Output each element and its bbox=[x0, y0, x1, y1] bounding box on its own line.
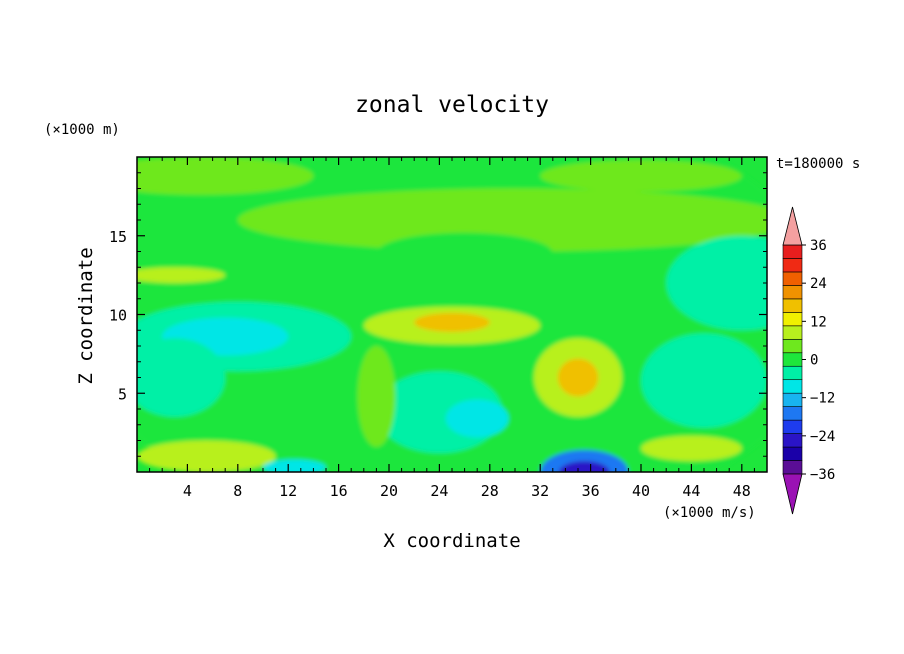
x-tick-label: 44 bbox=[682, 482, 700, 500]
x-tick-label: 40 bbox=[632, 482, 650, 500]
colorbar-segment bbox=[782, 285, 803, 300]
field-region-21 bbox=[559, 460, 610, 472]
colorbar-tick-label: 0 bbox=[810, 353, 818, 369]
field-region-1 bbox=[237, 188, 767, 252]
colorbar-under-arrow bbox=[782, 473, 803, 515]
x-tick-label: 48 bbox=[733, 482, 751, 500]
colorbar-segment bbox=[782, 446, 803, 461]
x-tick-label: 12 bbox=[279, 482, 297, 500]
y-axis-units: (×1000 m) bbox=[44, 122, 120, 138]
colorbar-segment bbox=[782, 392, 803, 407]
x-tick-label: 16 bbox=[330, 482, 348, 500]
x-axis-label: X coordinate bbox=[383, 530, 520, 552]
y-tick-label: 5 bbox=[118, 385, 127, 403]
field-region-11 bbox=[666, 235, 767, 331]
x-axis-ticks: 4 8 12 16 20 24 28 32 36 40 44 48 bbox=[149, 157, 755, 500]
colorbar-tick-label: 12 bbox=[810, 314, 827, 330]
colorbar-segment bbox=[782, 352, 803, 367]
colorbar-segment bbox=[782, 433, 803, 448]
colorbar-segment bbox=[782, 365, 803, 381]
field-region-17 bbox=[137, 440, 276, 472]
x-tick-label: 32 bbox=[531, 482, 549, 500]
colorbar-tick-label: 36 bbox=[810, 238, 827, 254]
x-tick-label: 24 bbox=[430, 482, 448, 500]
colorbar-segment bbox=[782, 312, 803, 327]
colorbar: 36 24 12 0 −12 −24 −36 bbox=[782, 206, 835, 515]
colorbar-over-arrow bbox=[782, 206, 803, 246]
x-axis-units: (×1000 m/s) bbox=[663, 505, 756, 521]
colorbar-segment bbox=[782, 244, 803, 259]
field-region-13 bbox=[557, 358, 599, 397]
x-tick-label: 36 bbox=[582, 482, 600, 500]
field-region-2 bbox=[137, 157, 314, 195]
x-tick-label: 4 bbox=[183, 482, 192, 500]
velocity-field bbox=[137, 157, 767, 472]
field-region-9 bbox=[137, 338, 226, 417]
x-tick-label: 20 bbox=[380, 482, 398, 500]
field-region-16 bbox=[357, 346, 396, 447]
colorbar-segment bbox=[782, 271, 803, 286]
chart-title: zonal velocity bbox=[355, 92, 549, 118]
y-tick-label: 15 bbox=[109, 228, 127, 246]
x-tick-label: 28 bbox=[481, 482, 499, 500]
colorbar-segment bbox=[782, 379, 803, 394]
field-region-15 bbox=[414, 312, 490, 332]
y-axis-label: Z coordinate bbox=[75, 247, 97, 384]
colorbar-tick-label: −36 bbox=[810, 467, 835, 483]
colorbar-segment bbox=[782, 258, 803, 273]
field-region-19 bbox=[641, 435, 742, 461]
colorbar-tick-label: 24 bbox=[810, 276, 827, 292]
y-axis-ticks: 5 10 15 bbox=[109, 172, 767, 457]
time-label: t=180000 s bbox=[776, 156, 860, 172]
field-region-22 bbox=[263, 459, 326, 472]
colorbar-tick-label: −12 bbox=[810, 391, 835, 407]
field-region-18 bbox=[137, 267, 226, 283]
colorbar-segment bbox=[782, 460, 803, 475]
field-region-3 bbox=[540, 160, 742, 192]
field-region-4 bbox=[376, 232, 553, 274]
y-tick-label: 10 bbox=[109, 307, 127, 325]
colorbar-tick-label: −24 bbox=[810, 429, 835, 445]
colorbar-segment bbox=[782, 325, 803, 340]
field-region-8 bbox=[445, 399, 509, 438]
colorbar-segment bbox=[782, 419, 803, 434]
colorbar-segment bbox=[782, 338, 803, 354]
colorbar-segment bbox=[782, 406, 803, 421]
x-tick-label: 8 bbox=[233, 482, 242, 500]
colorbar-segment bbox=[782, 298, 803, 313]
field-region-10 bbox=[641, 333, 767, 428]
